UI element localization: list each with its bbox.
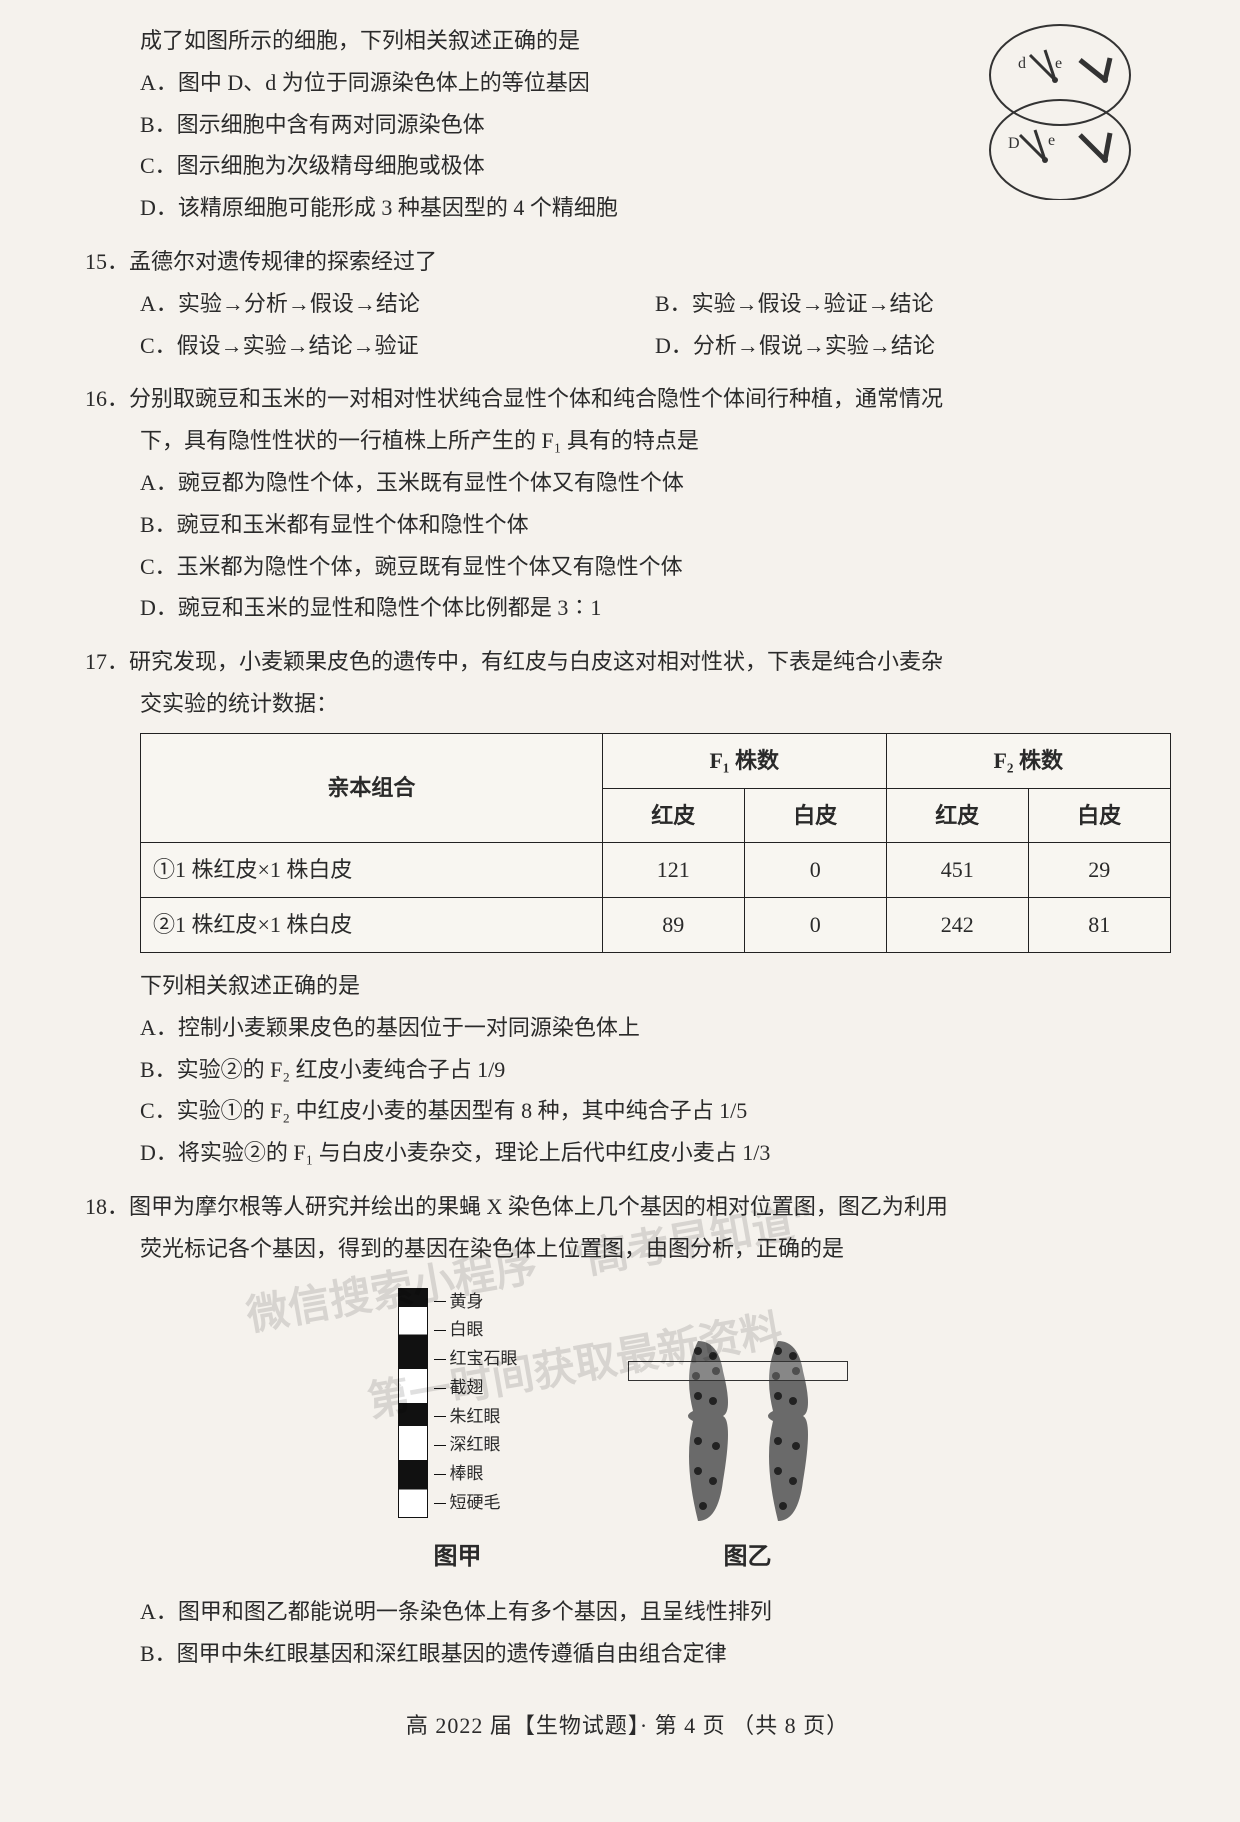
table-cell: 0 xyxy=(744,843,886,898)
table-cell: 29 xyxy=(1028,843,1170,898)
q18-stem: 18．图甲为摩尔根等人研究并绘出的果蝇 X 染色体上几个基因的相对位置图，图乙为… xyxy=(85,1186,1170,1228)
highlight-box xyxy=(628,1361,848,1381)
table-col-white: 白皮 xyxy=(1028,788,1170,843)
figure-jia: 黄身 白眼 红宝石眼 截翅 朱红眼 深红眼 棒眼 短硬毛 图甲 xyxy=(398,1288,518,1581)
gene-label: 朱红眼 xyxy=(450,1407,501,1427)
chromosome-labels: 黄身 白眼 红宝石眼 截翅 朱红眼 深红眼 棒眼 短硬毛 xyxy=(434,1288,518,1518)
table-cell: 451 xyxy=(886,843,1028,898)
table-cell: 121 xyxy=(602,843,744,898)
gene-label: 红宝石眼 xyxy=(450,1349,518,1369)
table-header-f1: F₁ 株数 xyxy=(602,733,886,788)
figure-yi: 图乙 xyxy=(638,1321,858,1581)
figure-caption-yi: 图乙 xyxy=(638,1535,858,1581)
q15-stem: 15．孟德尔对遗传规律的探索经过了 xyxy=(85,241,1170,283)
cell-division-diagram: d e D e xyxy=(960,20,1160,200)
table-cell: ②1 株红皮×1 株白皮 xyxy=(141,898,603,953)
question-15: 15．孟德尔对遗传规律的探索经过了 A．实验→分析→假设→结论 B．实验→假设→… xyxy=(85,241,1170,366)
q17-after: 下列相关叙述正确的是 xyxy=(85,965,1170,1007)
table-row: ①1 株红皮×1 株白皮 121 0 451 29 xyxy=(141,843,1171,898)
q18-option-a: A．图甲和图乙都能说明一条染色体上有多个基因，且呈线性排列 xyxy=(140,1591,1170,1633)
q15-option-a: A．实验→分析→假设→结论 xyxy=(140,283,655,325)
q17-option-a: A．控制小麦颖果皮色的基因位于一对同源染色体上 xyxy=(140,1007,1170,1049)
q16-option-b: B．豌豆和玉米都有显性个体和隐性个体 xyxy=(140,504,1170,546)
gene-label: 黄身 xyxy=(450,1292,484,1312)
q15-option-b: B．实验→假设→验证→结论 xyxy=(655,283,1170,325)
table-col-red: 红皮 xyxy=(602,788,744,843)
table-col-red: 红皮 xyxy=(886,788,1028,843)
q17-stem: 17．研究发现，小麦颖果皮色的遗传中，有红皮与白皮这对相对性状，下表是纯合小麦杂 xyxy=(85,641,1170,683)
svg-text:e: e xyxy=(1055,55,1062,72)
q16-option-d: D．豌豆和玉米的显性和隐性个体比例都是 3∶1 xyxy=(140,587,1170,629)
svg-text:d: d xyxy=(1018,55,1026,72)
q16-stem: 16．分别取豌豆和玉米的一对相对性状纯合显性个体和纯合隐性个体间行种植，通常情况 xyxy=(85,378,1170,420)
table-cell: 89 xyxy=(602,898,744,953)
q16-option-c: C．玉米都为隐性个体，豌豆既有显性个体又有隐性个体 xyxy=(140,546,1170,588)
q15-option-c: C．假设→实验→结论→验证 xyxy=(140,325,655,367)
gene-label: 截翅 xyxy=(450,1378,484,1398)
q16-option-a: A．豌豆都为隐性个体，玉米既有显性个体又有隐性个体 xyxy=(140,462,1170,504)
q15-option-d: D．分析→假说→实验→结论 xyxy=(655,325,1170,367)
question-18: 18．图甲为摩尔根等人研究并绘出的果蝇 X 染色体上几个基因的相对位置图，图乙为… xyxy=(85,1186,1170,1675)
table-cell: 81 xyxy=(1028,898,1170,953)
page-footer: 高 2022 届【生物试题】· 第 4 页 （共 8 页） xyxy=(85,1705,1170,1747)
q18-stem2: 荧光标记各个基因，得到的基因在染色体上位置图，由图分析，正确的是 xyxy=(85,1228,1170,1270)
table-cell: 0 xyxy=(744,898,886,953)
table-cell: 242 xyxy=(886,898,1028,953)
chromosome-bar-icon xyxy=(398,1288,428,1518)
q17-option-d: D．将实验②的 F₁ 与白皮小麦杂交，理论上后代中红皮小麦占 1/3 xyxy=(140,1132,1170,1174)
q16-stem2: 下，具有隐性性状的一行植株上所产生的 F₁ 具有的特点是 xyxy=(85,420,1170,462)
q17-option-c: C．实验①的 F₂ 中红皮小麦的基因型有 8 种，其中纯合子占 1/5 xyxy=(140,1090,1170,1132)
svg-text:D: D xyxy=(1008,135,1020,152)
table-header-parent: 亲本组合 xyxy=(141,733,603,843)
question-17: 17．研究发现，小麦颖果皮色的遗传中，有红皮与白皮这对相对性状，下表是纯合小麦杂… xyxy=(85,641,1170,1174)
table-header-f2: F₂ 株数 xyxy=(886,733,1170,788)
gene-label: 棒眼 xyxy=(450,1464,484,1484)
gene-label: 短硬毛 xyxy=(450,1493,501,1513)
gene-label: 白眼 xyxy=(450,1320,484,1340)
table-col-white: 白皮 xyxy=(744,788,886,843)
question-16: 16．分别取豌豆和玉米的一对相对性状纯合显性个体和纯合隐性个体间行种植，通常情况… xyxy=(85,378,1170,629)
q17-data-table: 亲本组合 F₁ 株数 F₂ 株数 红皮 白皮 红皮 白皮 ①1 株红皮×1 株白… xyxy=(140,733,1171,953)
q18-option-b: B．图甲中朱红眼基因和深红眼基因的遗传遵循自由组合定律 xyxy=(140,1633,1170,1675)
table-row: ②1 株红皮×1 株白皮 89 0 242 81 xyxy=(141,898,1171,953)
table-cell: ①1 株红皮×1 株白皮 xyxy=(141,843,603,898)
svg-text:e: e xyxy=(1048,132,1055,149)
figure-row: 黄身 白眼 红宝石眼 截翅 朱红眼 深红眼 棒眼 短硬毛 图甲 xyxy=(85,1288,1170,1581)
figure-caption-jia: 图甲 xyxy=(398,1535,518,1581)
q17-stem2: 交实验的统计数据： xyxy=(85,683,1170,725)
chromosome-pair-icon xyxy=(648,1321,848,1531)
gene-label: 深红眼 xyxy=(450,1435,501,1455)
q17-option-b: B．实验②的 F₂ 红皮小麦纯合子占 1/9 xyxy=(140,1049,1170,1091)
